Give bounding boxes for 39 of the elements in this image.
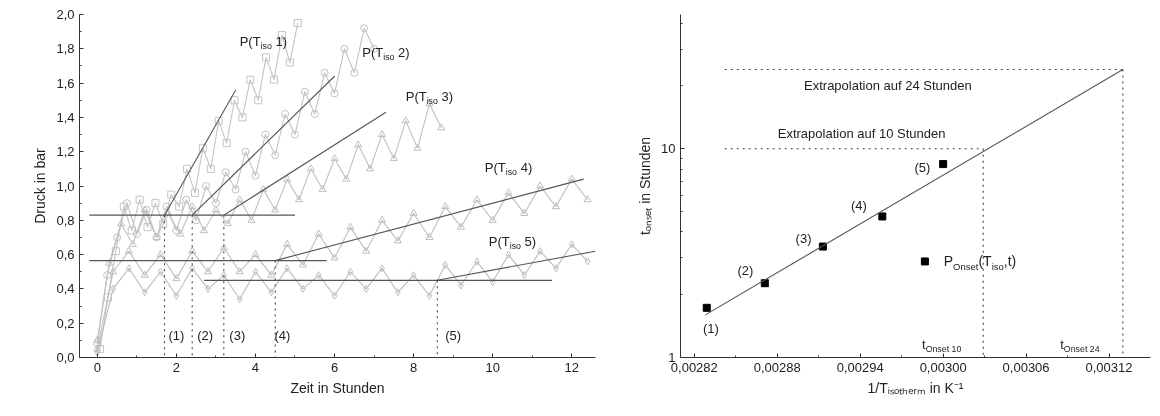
annotation: (2) <box>737 263 754 279</box>
y-axis-title: Druck in bar <box>32 147 49 224</box>
y-tick-label: 0,4 <box>56 281 75 297</box>
x-tick-label: 0,00294 <box>836 359 884 375</box>
x-tick-label: 0,00300 <box>919 359 967 375</box>
annotation: (2) <box>197 327 214 343</box>
y-tick-label: 1,4 <box>56 109 75 125</box>
y-tick-label: 2,0 <box>56 7 75 22</box>
x-tick-label: 8 <box>410 359 418 375</box>
annotation: Extrapolation auf 10 Stunden <box>777 125 946 141</box>
y-axis-title: tₒₙₛₑₜ in Stunden <box>637 136 654 236</box>
x-tick-label: 0 <box>93 359 101 375</box>
y-tick-label: 0,6 <box>56 247 75 263</box>
x-tick-label: 0,00306 <box>1002 359 1050 375</box>
annotation: Extrapolation auf 24 Stunden <box>804 78 972 94</box>
annotation: (3) <box>229 327 246 343</box>
annotation: (5) <box>445 327 462 343</box>
annotation: (4) <box>274 327 291 343</box>
x-tick-label: 2 <box>172 359 180 375</box>
y-tick-label: 0,2 <box>56 315 75 331</box>
annotation: (4) <box>850 198 867 214</box>
x-axis-title: 1/Tᵢₛₒₜₕₑᵣₘ in K⁻¹ <box>867 379 964 396</box>
x-tick-label: 0,00288 <box>753 359 801 375</box>
annotation: (1) <box>702 321 719 337</box>
y-tick-label: 1,2 <box>56 144 75 160</box>
x-axis-title: Zeit in Stunden <box>290 379 385 396</box>
x-tick-label: 6 <box>330 359 339 375</box>
annotation: (3) <box>795 230 812 246</box>
x-tick-label: 10 <box>485 359 500 375</box>
x-tick-label: 12 <box>564 359 580 375</box>
y-tick-label: 1,8 <box>56 41 75 57</box>
y-tick-label: 1,0 <box>56 178 75 194</box>
annotation: (1) <box>168 327 185 343</box>
annotation: (5) <box>914 159 931 175</box>
y-tick-label: 0,8 <box>56 212 75 228</box>
y-tick-label: 0,0 <box>56 350 75 365</box>
y-tick-label: 1,6 <box>56 75 75 91</box>
x-tick-label: 0,00312 <box>1085 359 1133 375</box>
x-tick-label: 4 <box>251 359 260 375</box>
